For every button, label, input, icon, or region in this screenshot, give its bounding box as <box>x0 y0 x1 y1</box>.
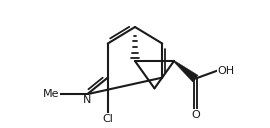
Polygon shape <box>174 61 198 82</box>
Text: N: N <box>83 95 92 105</box>
Text: OH: OH <box>218 66 235 76</box>
Text: Me: Me <box>43 89 59 99</box>
Text: O: O <box>191 110 200 120</box>
Text: Cl: Cl <box>102 114 113 124</box>
